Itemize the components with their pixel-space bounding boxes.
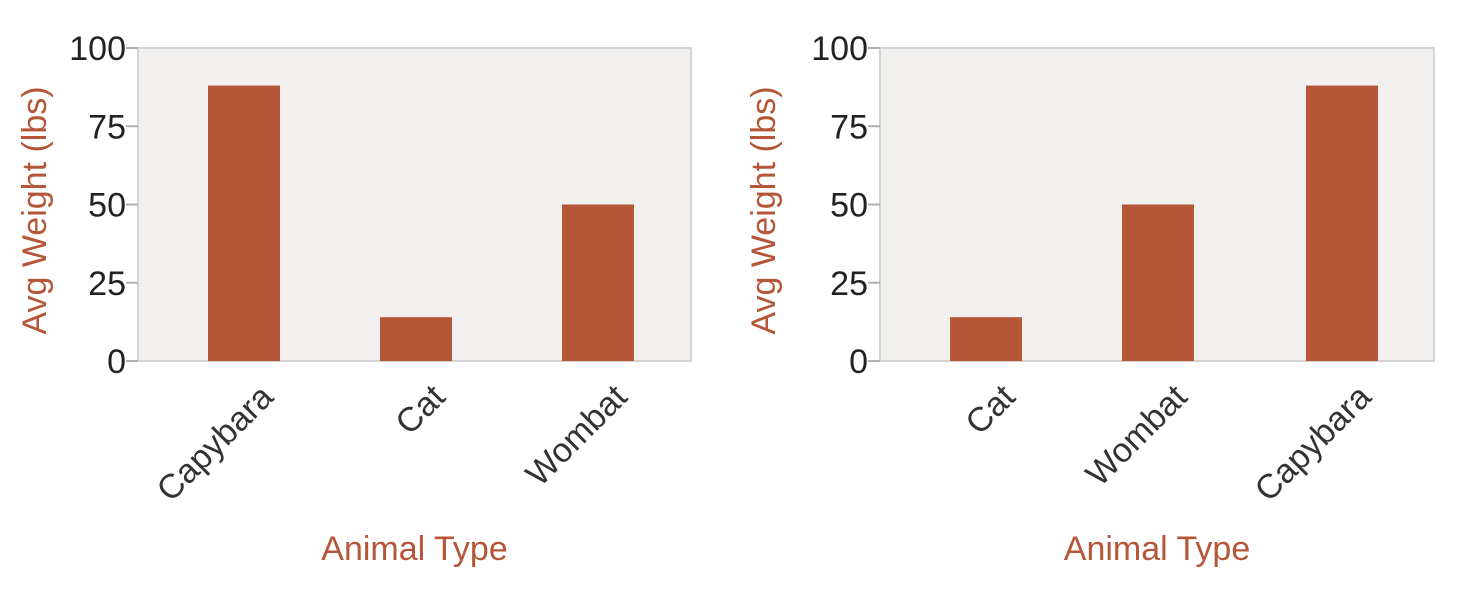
- left-x-category-label-cat: Cat: [388, 377, 453, 442]
- bar-chart-right: 0 25 50 75 100 Cat Wombat Capybara Animal Type Av…: [745, 30, 1435, 568]
- left-bar-cat: [380, 317, 452, 361]
- left-x-category-label-wombat: Wombat: [519, 377, 635, 493]
- right-x-category-label-capybara: Capybara: [1248, 378, 1379, 509]
- right-y-tick-label-0: 0: [849, 343, 868, 381]
- left-y-tick-label-75: 75: [88, 108, 126, 146]
- right-x-category-label-cat: Cat: [958, 377, 1023, 442]
- right-y-tick-label-50: 50: [830, 187, 868, 225]
- left-bar-wombat: [562, 204, 634, 361]
- left-y-tick-label-25: 25: [88, 265, 126, 303]
- right-bar-cat: [950, 317, 1022, 361]
- right-x-axis-title: Animal Type: [1064, 530, 1250, 568]
- left-y-tick-label-50: 50: [88, 187, 126, 225]
- left-y-tick-label-0: 0: [107, 343, 126, 381]
- left-x-category-label-capybara: Capybara: [150, 378, 281, 509]
- right-bar-wombat: [1122, 204, 1194, 361]
- bar-chart-left: 0 25 50 75 100 Capybara Cat Wombat Animal Type Av…: [16, 30, 692, 568]
- right-y-tick-label-75: 75: [830, 108, 868, 146]
- left-bar-capybara: [208, 85, 280, 361]
- right-bar-capybara: [1306, 85, 1378, 361]
- right-x-category-label-wombat: Wombat: [1079, 377, 1195, 493]
- left-y-axis-title: Avg Weight (lbs): [16, 86, 54, 334]
- right-y-axis-title: Avg Weight (lbs): [745, 86, 783, 334]
- right-y-tick-label-100: 100: [811, 30, 868, 68]
- right-y-tick-label-25: 25: [830, 265, 868, 303]
- left-y-tick-label-100: 100: [69, 30, 126, 68]
- left-x-axis-title: Animal Type: [321, 530, 507, 568]
